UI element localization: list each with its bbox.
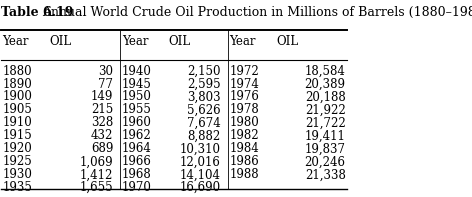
Text: 1988: 1988	[229, 168, 259, 181]
Text: 1915: 1915	[2, 129, 32, 142]
Text: 1962: 1962	[122, 129, 152, 142]
Text: Annual World Crude Oil Production in Millions of Barrels (1880–1988): Annual World Crude Oil Production in Mil…	[42, 7, 472, 20]
Text: 16,690: 16,690	[180, 181, 221, 194]
Text: 12,016: 12,016	[180, 155, 221, 168]
Text: 1966: 1966	[122, 155, 152, 168]
Text: OIL: OIL	[169, 35, 191, 48]
Text: 689: 689	[91, 142, 113, 155]
Text: OIL: OIL	[276, 35, 298, 48]
Text: 1960: 1960	[122, 116, 152, 129]
Text: 328: 328	[91, 116, 113, 129]
Text: 1984: 1984	[229, 142, 259, 155]
Text: 1986: 1986	[229, 155, 259, 168]
Text: 1940: 1940	[122, 65, 152, 78]
Text: 20,246: 20,246	[304, 155, 346, 168]
Text: 432: 432	[91, 129, 113, 142]
Text: 2,150: 2,150	[187, 65, 221, 78]
Text: 20,188: 20,188	[305, 90, 346, 103]
Text: OIL: OIL	[49, 35, 71, 48]
Text: 1890: 1890	[2, 78, 32, 91]
Text: 5,626: 5,626	[187, 103, 221, 116]
Text: 30: 30	[98, 65, 113, 78]
Text: Year: Year	[229, 35, 256, 48]
Text: Table 6.19: Table 6.19	[0, 7, 73, 20]
Text: 21,922: 21,922	[305, 103, 346, 116]
Text: 18,584: 18,584	[305, 65, 346, 78]
Text: 1974: 1974	[229, 78, 259, 91]
Text: 1976: 1976	[229, 90, 259, 103]
Text: 1964: 1964	[122, 142, 152, 155]
Text: 8,882: 8,882	[187, 129, 221, 142]
Text: 1980: 1980	[229, 116, 259, 129]
Text: 1900: 1900	[2, 90, 32, 103]
Text: 1905: 1905	[2, 103, 32, 116]
Text: Year: Year	[2, 35, 29, 48]
Text: 21,338: 21,338	[305, 168, 346, 181]
Text: 77: 77	[98, 78, 113, 91]
Text: 1,069: 1,069	[80, 155, 113, 168]
Text: 2,595: 2,595	[187, 78, 221, 91]
Text: 10,310: 10,310	[180, 142, 221, 155]
Text: 1972: 1972	[229, 65, 259, 78]
Text: 1910: 1910	[2, 116, 32, 129]
Text: 1,655: 1,655	[80, 181, 113, 194]
Text: 1968: 1968	[122, 168, 152, 181]
Text: 1982: 1982	[229, 129, 259, 142]
Text: 14,104: 14,104	[180, 168, 221, 181]
Text: 1930: 1930	[2, 168, 32, 181]
Text: 21,722: 21,722	[305, 116, 346, 129]
Text: 1950: 1950	[122, 90, 152, 103]
Text: 1970: 1970	[122, 181, 152, 194]
Text: 19,411: 19,411	[305, 129, 346, 142]
Text: 1945: 1945	[122, 78, 152, 91]
Text: Year: Year	[122, 35, 149, 48]
Text: 3,803: 3,803	[187, 90, 221, 103]
Text: 1925: 1925	[2, 155, 32, 168]
Text: 1,412: 1,412	[80, 168, 113, 181]
Text: 1978: 1978	[229, 103, 259, 116]
Text: 149: 149	[91, 90, 113, 103]
Text: 20,389: 20,389	[304, 78, 346, 91]
Text: 7,674: 7,674	[187, 116, 221, 129]
Text: 215: 215	[91, 103, 113, 116]
Text: 1955: 1955	[122, 103, 152, 116]
Text: 1935: 1935	[2, 181, 32, 194]
Text: 1880: 1880	[2, 65, 32, 78]
Text: 1920: 1920	[2, 142, 32, 155]
Text: 19,837: 19,837	[304, 142, 346, 155]
